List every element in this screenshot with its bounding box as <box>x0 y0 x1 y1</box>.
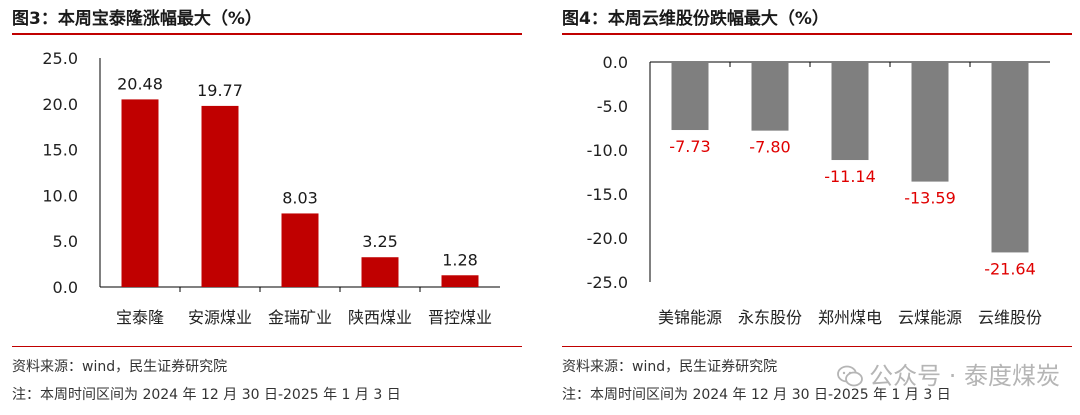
chart-panel-gainers: 图3：本周宝泰隆涨幅最大（%） 0.0 5.0 10.0 15.0 20.0 25.0 20… <box>12 0 532 415</box>
y-tick-label: -15.0 <box>587 185 628 204</box>
bar <box>441 275 479 287</box>
category-label: 晋控煤业 <box>428 308 492 327</box>
watermark-text: 公众号 · 泰度煤炭 <box>869 362 1060 390</box>
wechat-icon <box>837 365 864 387</box>
footer-divider <box>562 346 1072 347</box>
y-tick-label: -20.0 <box>587 229 628 248</box>
y-tick-label: 20.0 <box>42 95 78 114</box>
category-label: 美锦能源 <box>658 308 722 327</box>
y-tick-label: 5.0 <box>53 232 78 251</box>
period-note: 注：本周时间区间为 2024 年 12 月 30 日-2025 年 1 月 3 … <box>12 387 401 403</box>
category-label: 郑州煤电 <box>818 308 882 327</box>
bar <box>201 105 239 287</box>
source-note: 资料来源：wind，民生证券研究院 <box>562 359 778 375</box>
source-note: 资料来源：wind，民生证券研究院 <box>12 359 228 375</box>
data-label: -7.73 <box>669 137 710 156</box>
y-tick-label: 10.0 <box>42 186 78 205</box>
y-tick-label: 15.0 <box>42 141 78 160</box>
category-label: 宝泰隆 <box>116 308 164 327</box>
chart-title: 图3：本周宝泰隆涨幅最大（%） <box>12 9 262 29</box>
category-label: 云煤能源 <box>898 308 962 327</box>
chart-panel-losers: 图4：本周云维股份跌幅最大（%） 0.0 -5.0 -10.0 -15.0 -20.0 -… <box>562 0 1080 415</box>
bar <box>121 99 159 287</box>
period-note: 注：本周时间区间为 2024 年 12 月 30 日-2025 年 1 月 3 … <box>562 387 951 403</box>
bar <box>831 62 869 161</box>
y-tick-label: 25.0 <box>42 49 78 68</box>
gainers-bar-chart: 0.0 5.0 10.0 15.0 20.0 25.0 20.48 宝泰隆 19.77 安源煤业 8… <box>42 49 500 327</box>
y-tick-label: -5.0 <box>597 97 628 116</box>
data-label: 8.03 <box>282 188 318 207</box>
data-label: 3.25 <box>362 232 398 251</box>
y-tick-label: -10.0 <box>587 141 628 160</box>
data-label: 1.28 <box>442 250 478 269</box>
title-divider <box>12 33 522 35</box>
y-tick-label: 0.0 <box>53 278 78 297</box>
data-label: -21.64 <box>984 259 1036 278</box>
category-label: 永东股份 <box>738 308 802 327</box>
y-tick-label: 0.0 <box>603 53 628 72</box>
bar <box>361 257 399 287</box>
bar <box>281 213 319 287</box>
losers-bar-chart: 0.0 -5.0 -10.0 -15.0 -20.0 -25.0 -7.73 美锦能源 -7.8… <box>587 53 1050 327</box>
chart-title: 图4：本周云维股份跌幅最大（%） <box>562 9 829 29</box>
data-label: 20.48 <box>117 74 163 93</box>
title-divider <box>562 33 1072 35</box>
category-label: 陕西煤业 <box>348 308 412 327</box>
watermark: 公众号 · 泰度煤炭 <box>837 356 1060 391</box>
category-label: 安源煤业 <box>188 308 252 327</box>
bar <box>671 62 709 131</box>
footer-divider <box>12 346 522 347</box>
bar <box>991 62 1029 253</box>
data-label: -11.14 <box>824 167 876 186</box>
bar <box>751 62 789 131</box>
y-tick-label: -25.0 <box>587 273 628 292</box>
data-label: -7.80 <box>749 138 790 157</box>
data-label: -13.59 <box>904 189 956 208</box>
category-label: 云维股份 <box>978 308 1042 327</box>
data-label: 19.77 <box>197 81 243 100</box>
bar <box>911 62 949 182</box>
category-label: 金瑞矿业 <box>268 308 332 327</box>
